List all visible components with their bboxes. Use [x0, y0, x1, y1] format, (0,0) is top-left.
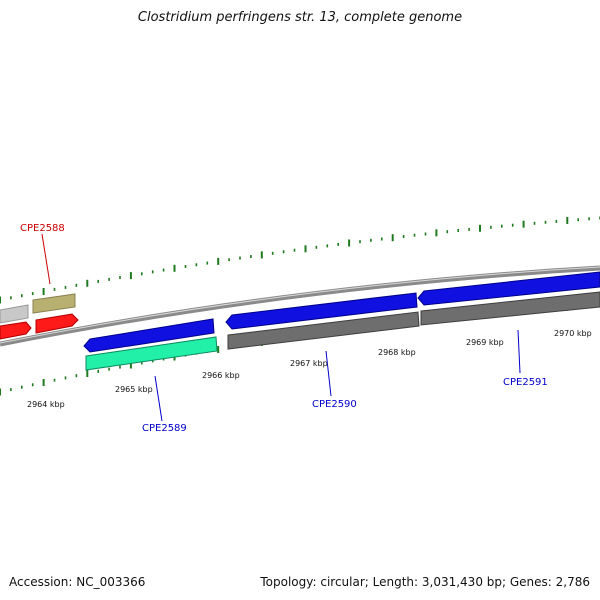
genome-backbone-highlight	[0, 266, 600, 344]
gene-label-cpe2588[interactable]: CPE2588	[20, 223, 65, 234]
gene-label-cpe2590[interactable]: CPE2590	[312, 399, 357, 410]
map-title: Clostridium perfringens str. 13, complet…	[137, 10, 463, 25]
genome-summary-text: Topology: circular; Length: 3,031,430 bp…	[260, 575, 590, 589]
leader-line-cpe2588	[41, 233, 51, 285]
feature-olive[interactable]	[32, 293, 76, 314]
gene-label-cpe2591[interactable]: CPE2591	[503, 377, 548, 388]
feature-grey-1[interactable]	[227, 311, 420, 350]
accession-text: Accession: NC_003366	[9, 575, 146, 589]
feature-light-grey[interactable]	[0, 304, 29, 324]
leader-line-cpe2589	[154, 375, 163, 422]
feature-cds-cpe2590[interactable]	[225, 292, 418, 330]
kbp-label: 2969 kbp	[466, 338, 504, 347]
gene-label-cpe2589[interactable]: CPE2589	[142, 423, 187, 434]
feature-red-left[interactable]	[0, 321, 32, 340]
feature-cds-cpe2591[interactable]	[417, 271, 600, 306]
outer-tick-marks	[0, 216, 600, 304]
genome-backbone	[0, 265, 600, 347]
kbp-label: 2966 kbp	[202, 371, 240, 380]
kbp-label: 2965 kbp	[115, 385, 153, 394]
feature-rna-cyan[interactable]	[85, 336, 218, 371]
kbp-label: 2964 kbp	[27, 400, 65, 409]
kbp-label: 2967 kbp	[290, 359, 328, 368]
leader-line-cpe2590	[325, 350, 332, 397]
feature-cds-cpe2589[interactable]	[83, 318, 215, 353]
feature-grey-2[interactable]	[420, 291, 600, 326]
feature-red-cpe2588[interactable]	[35, 313, 79, 334]
leader-line-cpe2591	[517, 329, 521, 374]
kbp-label: 2968 kbp	[378, 348, 416, 357]
kbp-label: 2970 kbp	[554, 329, 592, 338]
